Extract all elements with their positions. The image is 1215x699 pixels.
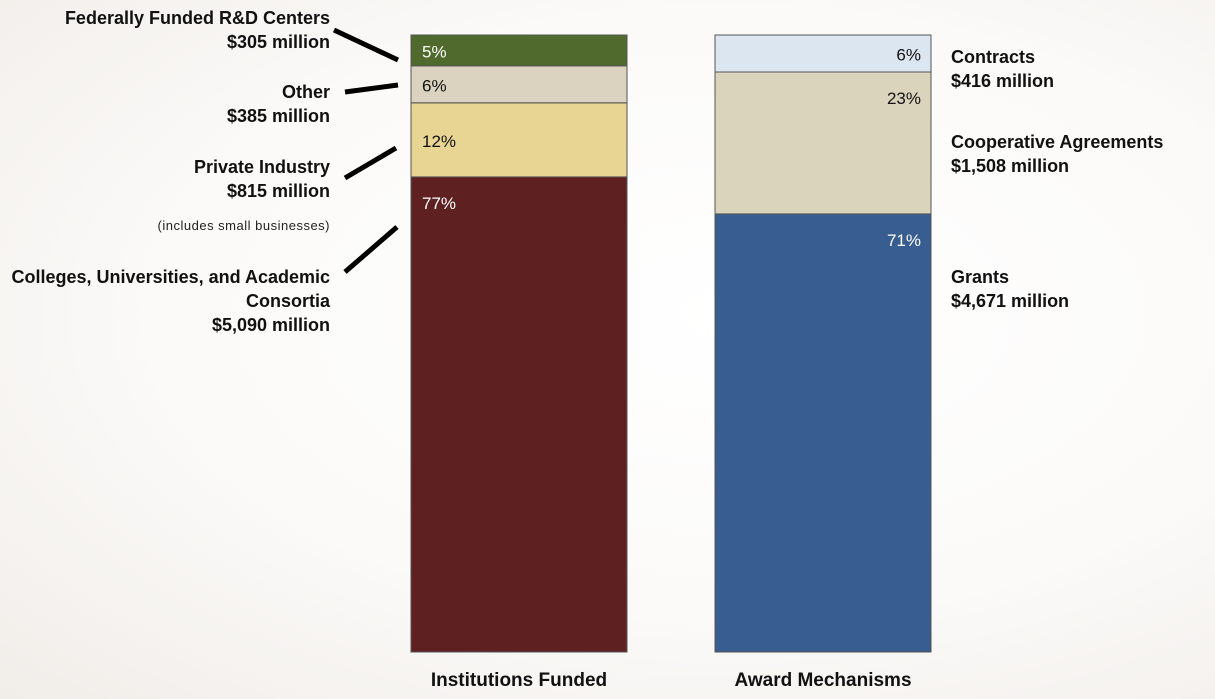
leader-line-colleges [343, 225, 399, 274]
cooperative-agreements-label: Cooperative Agreements $1,508 million [951, 130, 1213, 178]
cooperative-agreements-name: Cooperative Agreements [951, 132, 1164, 152]
bar-segment-contracts [714, 34, 932, 73]
ffrdc-label: Federally Funded R&D Centers $305 millio… [0, 6, 330, 54]
data-label-other: 6% [422, 76, 447, 95]
colleges-amount: $5,090 million [211, 315, 330, 335]
private-industry-label: Private Industry $815 million [0, 155, 330, 203]
leader-line-other [344, 82, 399, 95]
grants-name: Grants [951, 267, 1010, 287]
bar-segment-grants [714, 213, 932, 653]
data-label-grants: 71% [887, 231, 921, 250]
data-label-private-industry: 12% [422, 132, 456, 151]
grants-amount: $4,671 million [951, 291, 1070, 311]
data-label-colleges-universities-and-academic-consortia: 77% [422, 194, 456, 213]
ffrdc-amount: $305 million [226, 32, 330, 52]
other-label: Other $385 million [0, 80, 330, 128]
private-industry-amount: $815 million [226, 181, 330, 201]
bar-segment-federally-funded-r-d-centers [410, 34, 628, 67]
award-mechanisms-bar: 71% 23% 6% [714, 34, 932, 653]
private-industry-note: (includes small businesses) [157, 218, 330, 233]
bar-segment-private-industry [410, 102, 628, 178]
data-label-federally-funded-r-d-centers: 5% [422, 42, 447, 61]
ffrdc-name: Federally Funded R&D Centers [64, 8, 330, 28]
other-name: Other [281, 82, 330, 102]
leader-line-private-industry [343, 145, 398, 181]
x-label-award-mechanisms: Award Mechanisms [734, 670, 912, 691]
x-label-institutions-funded: Institutions Funded [430, 670, 608, 691]
bar-segment-cooperative-agreements [714, 71, 932, 215]
data-label-contracts: 6% [896, 46, 921, 65]
leader-lines [332, 27, 400, 274]
institutions-funded-bar: 77% 12% 6% 5% [410, 34, 628, 653]
contracts-amount: $416 million [951, 71, 1055, 91]
bar-segment-colleges-universities-and-academic-consortia [410, 176, 628, 653]
other-amount: $385 million [226, 106, 330, 126]
colleges-label: Colleges, Universities, and Academic Con… [0, 265, 330, 337]
data-label-cooperative-agreements: 23% [887, 89, 921, 108]
leader-line-ffrdc [332, 27, 400, 63]
cooperative-agreements-amount: $1,508 million [951, 156, 1070, 176]
grants-label: Grants $4,671 million [951, 265, 1211, 313]
private-industry-name: Private Industry [193, 157, 330, 177]
bar-segment-other [410, 65, 628, 104]
contracts-label: Contracts $416 million [951, 45, 1211, 93]
colleges-name: Colleges, Universities, and Academic Con… [11, 267, 330, 311]
contracts-name: Contracts [951, 47, 1036, 67]
